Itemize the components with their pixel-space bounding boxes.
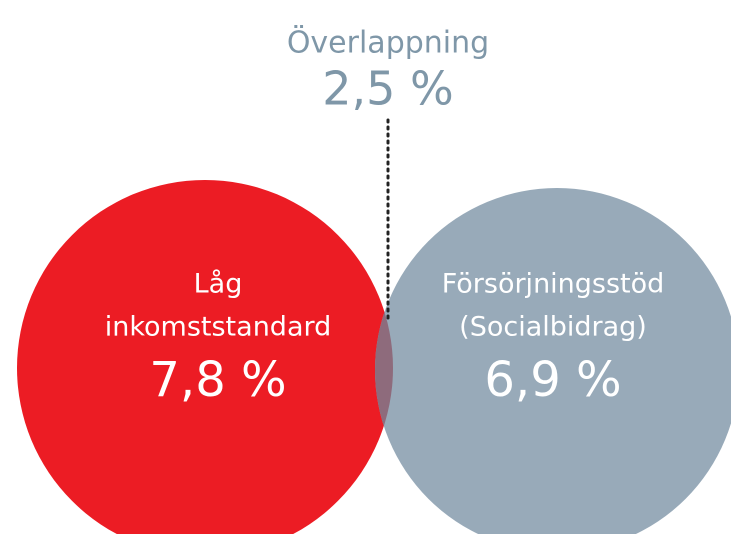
overlap-label: Överlappning — [287, 25, 489, 61]
set-circle — [17, 180, 393, 534]
circles — [17, 180, 731, 534]
set-value: 6,9 % — [484, 352, 621, 408]
set-label: (Socialbidrag) — [459, 312, 647, 343]
set-circle — [375, 188, 731, 534]
set-label: inkomststandard — [105, 312, 332, 343]
set-label: Försörjningsstöd — [442, 269, 665, 300]
overlap-value: 2,5 % — [322, 62, 454, 116]
set-value: 7,8 % — [149, 352, 286, 408]
set-label: Låg — [194, 269, 243, 300]
